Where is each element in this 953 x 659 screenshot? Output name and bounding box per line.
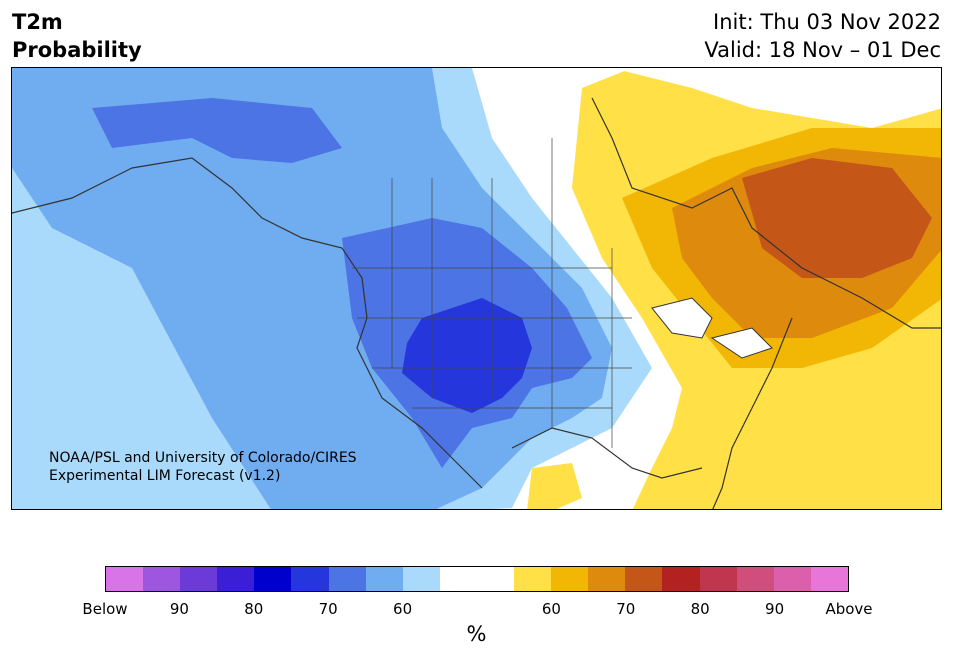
coastline-east (591, 97, 941, 509)
init-date: Init: Thu 03 Nov 2022 (713, 10, 941, 34)
colorbar-segment (588, 567, 626, 591)
colorbar-segment (106, 567, 144, 591)
gulf-coastline (511, 427, 703, 479)
colorbar-segment (699, 567, 737, 591)
credit-line2: Experimental LIM Forecast (v1.2) (49, 468, 281, 484)
credit-line1: NOAA/PSL and University of Colorado/CIRE… (49, 450, 357, 466)
valid-range: Valid: 18 Nov – 01 Dec (704, 38, 941, 62)
colorbar-segment (625, 567, 663, 591)
colorbar-segment (402, 567, 440, 591)
colorbar-tick-label: 70 (616, 600, 636, 618)
map-credit: NOAA/PSL and University of Colorado/CIRE… (49, 449, 357, 485)
colorbar-segment (514, 567, 552, 591)
colorbar-segment (551, 567, 589, 591)
colorbar-segment (662, 567, 700, 591)
title-variable: T2m (12, 10, 63, 34)
colorbar-tick-label: 70 (318, 600, 338, 618)
coastline-west (12, 157, 483, 489)
colorbar-segment (810, 567, 848, 591)
colorbar-segment (254, 567, 292, 591)
colorbar-tick-label: 80 (244, 600, 264, 618)
colorbar-segment (143, 567, 181, 591)
colorbar (105, 566, 849, 592)
arctic-white (612, 68, 941, 128)
colorbar-segment (365, 567, 403, 591)
colorbar-tick-label: Above (825, 600, 873, 618)
forecast-dates: Init: Thu 03 Nov 2022 Valid: 18 Nov – 01… (704, 8, 941, 64)
colorbar-tick-label: Below (82, 600, 128, 618)
colorbar-segment (217, 567, 255, 591)
prob-region-blue-70 (402, 298, 532, 413)
prob-region-warm-55b (527, 463, 582, 509)
colorbar-tick-label: 80 (690, 600, 710, 618)
state-borders (352, 138, 632, 448)
colorbar-segment (439, 567, 477, 591)
colorbar-unit: % (466, 622, 487, 646)
colorbar-segment (736, 567, 774, 591)
great-lakes (651, 297, 773, 359)
title-metric: Probability (12, 38, 142, 62)
colorbar-tick-label: 90 (765, 600, 785, 618)
colorbar-segment (328, 567, 366, 591)
map-panel (11, 67, 942, 510)
prob-region-warm-70 (742, 158, 932, 278)
colorbar-segment (291, 567, 329, 591)
colorbar-tick-label: 60 (541, 600, 561, 618)
colorbar-ticks: Below 90 80 70 60 60 70 80 90 Above (82, 600, 872, 618)
colorbar-segment (180, 567, 218, 591)
chart-title: T2m Probability (12, 8, 142, 64)
map-svg (12, 68, 941, 509)
colorbar-tick-label: 90 (169, 600, 189, 618)
colorbar-segment (476, 567, 515, 591)
colorbar-tick-label: 60 (393, 600, 413, 618)
colorbar-segment (773, 567, 811, 591)
